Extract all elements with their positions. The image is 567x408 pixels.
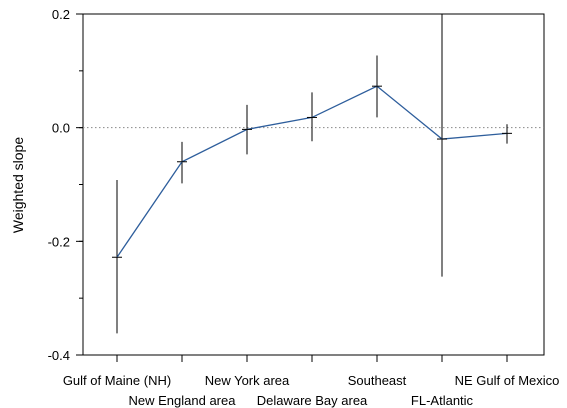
- y-tick-label: 0.0: [52, 121, 70, 136]
- series-group: [112, 85, 512, 258]
- x-tick-label: Gulf of Maine (NH): [63, 373, 171, 388]
- x-tick-label: New England area: [129, 393, 237, 408]
- x-tick-label: NE Gulf of Mexico: [455, 373, 560, 388]
- y-tick-label: -0.2: [48, 234, 70, 249]
- error-bars: [116, 14, 508, 334]
- plot-frame: [82, 13, 545, 356]
- x-axis: Gulf of Maine (NH) New England area New Yo…: [63, 355, 560, 408]
- y-axis: 0.2 0.0 -0.2 -0.4: [48, 7, 83, 363]
- y-axis-label: Weighted slope: [10, 137, 26, 233]
- plot-border: [82, 13, 545, 356]
- x-tick-label: FL-Atlantic: [411, 393, 474, 408]
- x-tick-label: Southeast: [348, 373, 407, 388]
- y-tick-label: 0.2: [52, 7, 70, 22]
- x-tick-label: New York area: [205, 373, 290, 388]
- x-tick-label: Delaware Bay area: [257, 393, 368, 408]
- y-tick-label: -0.4: [48, 348, 70, 363]
